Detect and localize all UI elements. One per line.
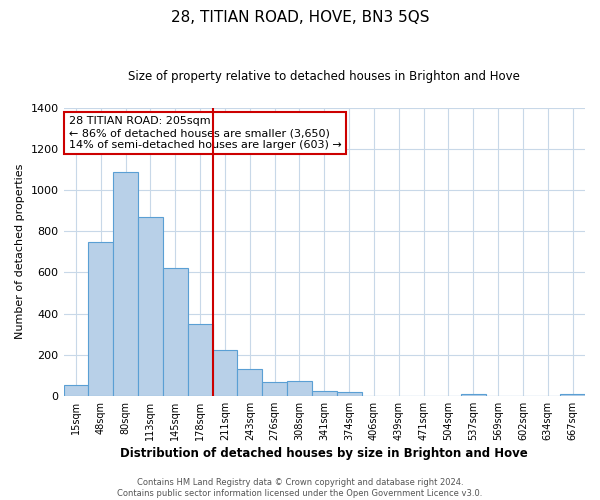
Bar xyxy=(560,394,585,396)
Bar xyxy=(262,382,287,396)
Bar xyxy=(238,369,262,396)
Bar xyxy=(212,350,238,396)
Bar xyxy=(461,394,485,396)
X-axis label: Distribution of detached houses by size in Brighton and Hove: Distribution of detached houses by size … xyxy=(121,447,528,460)
Title: Size of property relative to detached houses in Brighton and Hove: Size of property relative to detached ho… xyxy=(128,70,520,83)
Bar xyxy=(188,324,212,396)
Bar xyxy=(138,217,163,396)
Bar xyxy=(312,390,337,396)
Bar xyxy=(88,242,113,396)
Bar xyxy=(113,172,138,396)
Bar xyxy=(287,382,312,396)
Text: 28, TITIAN ROAD, HOVE, BN3 5QS: 28, TITIAN ROAD, HOVE, BN3 5QS xyxy=(171,10,429,25)
Bar xyxy=(163,268,188,396)
Bar xyxy=(337,392,362,396)
Bar xyxy=(64,384,88,396)
Text: 28 TITIAN ROAD: 205sqm
← 86% of detached houses are smaller (3,650)
14% of semi-: 28 TITIAN ROAD: 205sqm ← 86% of detached… xyxy=(69,116,341,150)
Y-axis label: Number of detached properties: Number of detached properties xyxy=(15,164,25,340)
Text: Contains HM Land Registry data © Crown copyright and database right 2024.
Contai: Contains HM Land Registry data © Crown c… xyxy=(118,478,482,498)
